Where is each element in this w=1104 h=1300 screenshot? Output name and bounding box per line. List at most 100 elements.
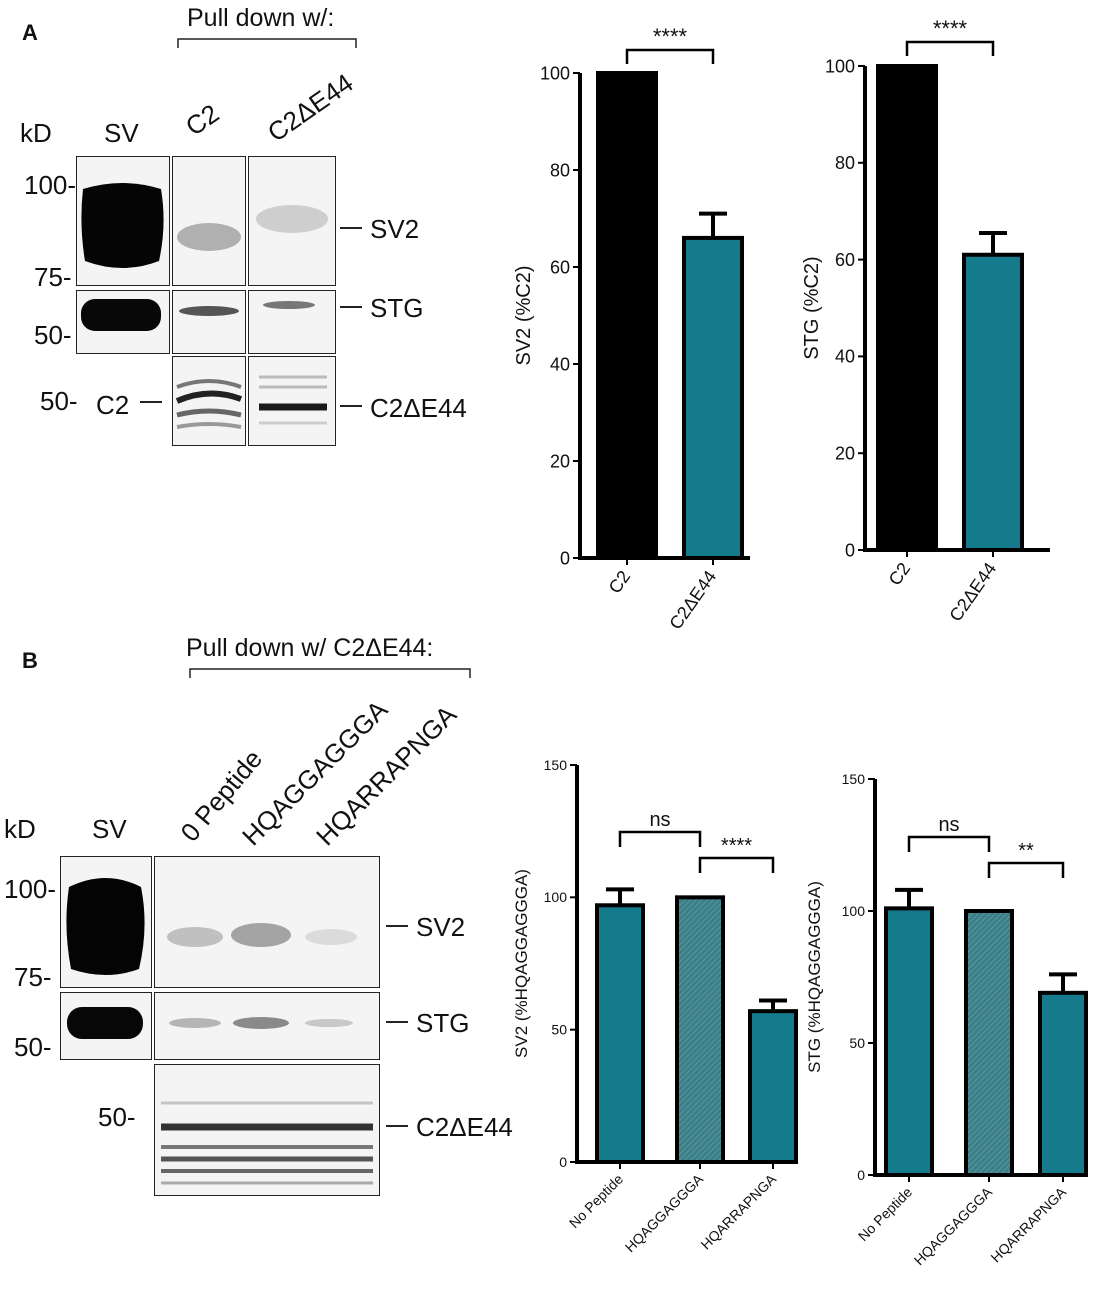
panel-b-band-ticks: [386, 925, 408, 1127]
panel-b-lane-hqarrapnga: HQARRAPNGA: [310, 699, 463, 852]
y-axis-label: STG (%C2): [801, 256, 823, 359]
panel-a-letter: A: [22, 20, 38, 45]
panel-b-band-c2de44: C2ΔE44: [416, 1112, 513, 1142]
y-tick-label: 20: [835, 444, 855, 464]
y-tick-label: 0: [559, 1154, 567, 1170]
panel-a-blot-c2-stg: [172, 290, 246, 354]
x-tick-label: HQARRAPNGA: [987, 1183, 1069, 1265]
y-tick-label: 50: [849, 1035, 865, 1051]
x-tick-label: C2: [885, 559, 915, 589]
y-tick-label: 100: [842, 903, 866, 919]
panel-a-pulldown-bracket: [177, 38, 357, 48]
significance-bracket: [618, 830, 702, 847]
panel-a-c2-marker-tick: [140, 401, 162, 403]
panel-b-marker-50b: 50-: [98, 1102, 136, 1132]
panel-b-marker-75: 75-: [14, 962, 52, 992]
panel-a-blot-c2-sv2: [172, 156, 246, 286]
bar-c2-e44: [682, 235, 744, 560]
significance-bracket: [905, 40, 995, 56]
y-axis-label: SV2 (%C2): [513, 265, 535, 365]
panel-a-blot-c2-c2: [172, 356, 246, 446]
x-tick-label: HQARRAPNGA: [697, 1170, 779, 1252]
panel-b-pulldown-bracket: [189, 668, 471, 678]
y-axis-label: SV2 (%HQAGGAGGGA): [512, 869, 531, 1058]
chart-stg-pct-c2: 0 20 40 60 80 100 STG (%C2) C2 C2ΔE44 ****: [801, 20, 1050, 625]
panel-a-blot-c2de44-c2de44: [248, 356, 336, 446]
y-tick-label: 100: [544, 889, 568, 905]
panel-b-blot-peptide-sv2: [154, 856, 380, 988]
panel-a-kd-label: kD: [20, 118, 52, 148]
x-tick-label: C2ΔE44: [945, 559, 1000, 625]
panel-b-band-sv2: SV2: [416, 912, 466, 942]
panel-a-blot-sv-sv2: [76, 156, 170, 286]
significance-label: ****: [933, 20, 968, 41]
x-tick-label: No Peptide: [566, 1171, 626, 1231]
y-tick-label: 0: [857, 1167, 865, 1183]
y-tick-label: 40: [835, 347, 855, 367]
y-tick-label: 60: [550, 257, 570, 277]
panel-b-blot-sv-stg: [60, 992, 152, 1060]
y-tick-label: 50: [551, 1022, 567, 1038]
panel-a-marker-50a: 50-: [34, 320, 72, 350]
panel-a-blot-c2de44-sv2: [248, 156, 336, 286]
significance-label: **: [1018, 840, 1034, 862]
panel-b-kd-label: kD: [4, 814, 36, 844]
bar-hqarrapnga: [748, 1009, 798, 1165]
panel-b-marker-100: 100-: [4, 874, 57, 904]
panel-a-blot-c2de44-stg: [248, 290, 336, 354]
y-tick-label: 0: [845, 540, 855, 560]
panel-a-band-stg: STG: [370, 293, 424, 323]
y-axis-label: STG (%HQAGGAGGGA): [805, 881, 824, 1073]
significance-label: ****: [653, 24, 688, 49]
y-tick-label: 40: [550, 354, 570, 374]
panel-a-lane-c2de44: C2ΔE44: [261, 67, 359, 148]
x-tick-label: No Peptide: [855, 1184, 915, 1244]
x-tick-label: HQAGGAGGGA: [911, 1183, 996, 1268]
bar-hqarrapnga: [1038, 990, 1088, 1177]
significance-bracket: [698, 856, 775, 873]
panel-b-letter: B: [22, 648, 38, 673]
panel-a-lane-c2: C2: [179, 97, 225, 142]
panel-a-marker-75: 75-: [34, 262, 72, 292]
panel-a-pulldown-label: Pull down w/:: [187, 4, 335, 32]
bar-no-peptide: [595, 903, 645, 1164]
panel-a-marker-50b: 50-: [40, 386, 78, 416]
x-tick-label: C2ΔE44: [665, 567, 720, 633]
significance-bracket: [987, 861, 1065, 878]
y-tick-label: 100: [825, 56, 855, 76]
y-tick-label: 100: [540, 63, 570, 83]
panel-b-band-stg: STG: [416, 1008, 470, 1038]
significance-label: ****: [721, 835, 752, 857]
panel-a-band-sv2: SV2: [370, 214, 420, 244]
significance-bracket: [625, 48, 715, 64]
y-tick-label: 80: [550, 160, 570, 180]
bar-hqaggaggga: [964, 909, 1014, 1177]
panel-a-band-ticks: [340, 227, 362, 407]
y-tick-label: 60: [835, 250, 855, 270]
panel-a-blot-sv-stg: [76, 290, 170, 354]
panel-b-lane-sv: SV: [92, 814, 127, 844]
chart-sv2-pct-c2: 0 20 40 60 80 100 SV2 (%C2) C2 C2ΔE44 ****: [513, 24, 750, 633]
y-tick-label: 150: [842, 771, 866, 787]
panel-a-band-c2de44: C2ΔE44: [370, 393, 467, 423]
panel-b-blot-peptide-c2de44: [154, 1064, 380, 1196]
bar-no-peptide: [884, 906, 934, 1178]
panel-a-c2-marker-label: C2: [96, 390, 130, 420]
bar-c2: [876, 64, 938, 552]
significance-label: ns: [649, 809, 670, 831]
panel-b-blot-sv-sv2: [60, 856, 152, 988]
significance-label: ns: [938, 814, 959, 836]
chart-stg-pct-hqaggagg: 0 50 100 150 STG (%HQAGGAGGGA) No PeptideHQAG…: [805, 771, 1088, 1268]
chart-sv2-pct-hqaggagg: 0 50 100 150 SV2 (%HQAGGAGGGA) No PeptideHQAG…: [512, 757, 798, 1255]
bar-c2-e44: [962, 252, 1024, 552]
y-tick-label: 150: [544, 757, 568, 773]
panel-b-blot-peptide-stg: [154, 992, 380, 1060]
y-tick-label: 20: [550, 451, 570, 471]
bar-c2: [596, 71, 658, 560]
panel-a-lane-sv: SV: [104, 118, 139, 148]
y-tick-label: 0: [560, 548, 570, 568]
panel-a-marker-100: 100-: [24, 170, 77, 200]
panel-b-pulldown-label: Pull down w/ C2ΔE44:: [186, 634, 434, 662]
panel-b-marker-50a: 50-: [14, 1032, 52, 1062]
